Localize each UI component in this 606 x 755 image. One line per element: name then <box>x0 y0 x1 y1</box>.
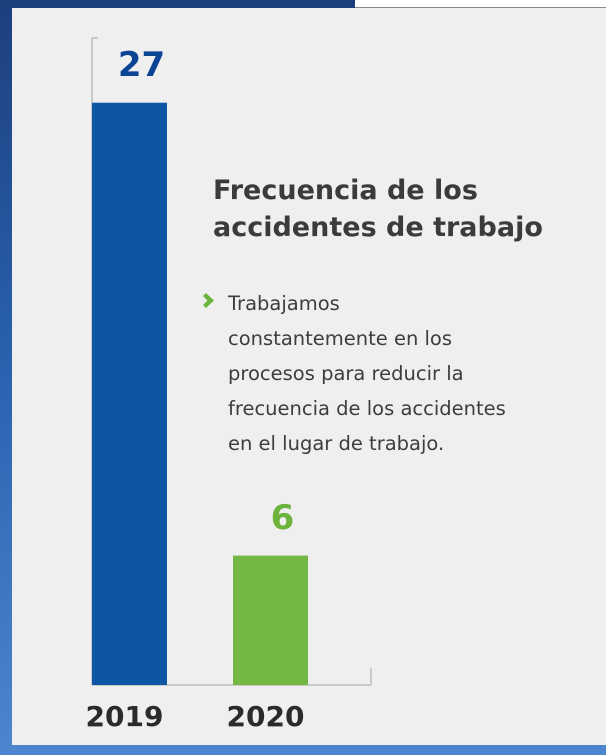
bullet <box>203 293 214 308</box>
x-tick-label: 2019 <box>86 700 164 733</box>
annotation-line: Trabajamos <box>228 292 340 315</box>
bar <box>233 555 308 685</box>
chart-title: Frecuencia de los accidentes de trabajo <box>213 175 543 243</box>
annotation: Trabajamos constantemente en los procesos … <box>228 286 606 461</box>
top-strip <box>355 0 606 8</box>
x-tick-label: 2020 <box>227 700 305 733</box>
annotation-line: constantemente en los <box>228 327 453 350</box>
bar <box>92 102 167 685</box>
data-label: 6 <box>271 498 295 538</box>
annotation-line: procesos para reducir la <box>228 362 464 385</box>
annotation-line: en el lugar de trabajo. <box>228 432 445 455</box>
data-label: 27 <box>118 45 165 85</box>
annotation-line: frecuencia de los accidentes <box>228 397 506 420</box>
